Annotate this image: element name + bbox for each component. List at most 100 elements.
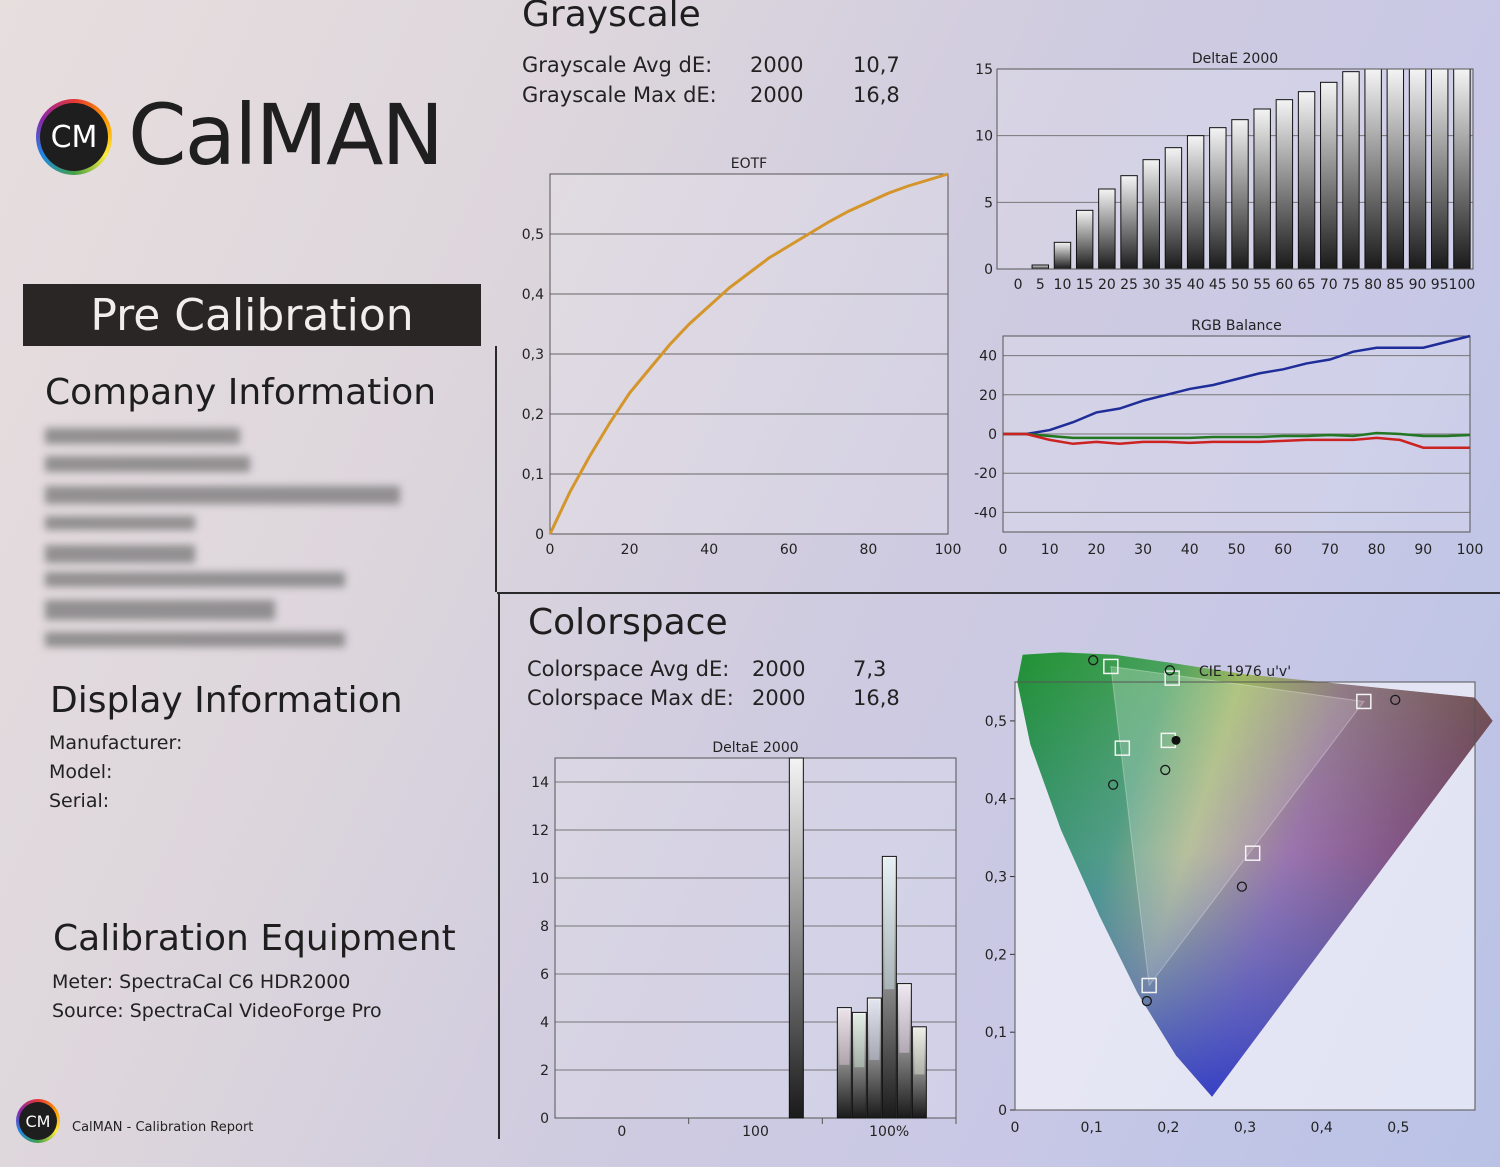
rgb-ytick-label: 40	[979, 349, 997, 365]
gs-de-bar	[1098, 188, 1116, 270]
cie-target-marker	[1114, 740, 1131, 756]
cs-de-bar	[881, 855, 897, 1119]
gs-de-xtick-label: 10	[1054, 277, 1072, 293]
cs-de-ytick-label: 12	[531, 823, 549, 839]
cie-ytick-label: 0,4	[985, 792, 1007, 808]
gs-de-ytick-label: 5	[984, 195, 993, 211]
grayscale-avg-label: Grayscale Avg dE:	[522, 53, 713, 77]
gs-de-xtick-label: 30	[1142, 277, 1160, 293]
cie-ytick-label: 0,1	[985, 1025, 1007, 1041]
eotf-xtick-label: 40	[700, 542, 718, 558]
gs-de-title: DeltaE 2000	[1192, 51, 1278, 67]
grayscale-max-label: Grayscale Max dE:	[522, 83, 717, 107]
rgb-xtick-label: 80	[1368, 542, 1386, 558]
gs-de-xtick-label: 60	[1275, 277, 1293, 293]
gs-de-bar	[1142, 159, 1160, 270]
eotf-ytick-label: 0,1	[522, 467, 544, 483]
cs-de-ytick-label: 2	[540, 1063, 549, 1079]
cs-de-frame	[554, 757, 957, 1119]
gs-de-bar	[1031, 264, 1049, 270]
rgb-xtick-label: 0	[999, 542, 1008, 558]
gs-de-xtick-label: 70	[1320, 277, 1338, 293]
gs-de-xtick-label: 25	[1120, 277, 1138, 293]
gs-de-bar	[1120, 175, 1138, 270]
colorspace-avg-label: Colorspace Avg dE:	[527, 657, 730, 681]
company-heading: Company Information	[45, 372, 437, 413]
serial-label: Serial:	[49, 790, 110, 812]
colorspace-max-standard: 2000	[752, 686, 806, 710]
eotf-curve	[548, 172, 949, 535]
cie-target-marker	[1356, 693, 1372, 710]
gs-de-bar	[1364, 68, 1382, 270]
eotf-xtick-label: 100	[935, 542, 962, 558]
rgb-title: RGB Balance	[1191, 318, 1281, 334]
cie-white-point	[1171, 735, 1181, 745]
gs-de-xtick-label: 40	[1187, 277, 1205, 293]
gs-de-xtick-label: 95	[1431, 277, 1449, 293]
cie-title: CIE 1976 u'v'	[1199, 664, 1291, 680]
cie-xtick-label: 0,5	[1387, 1120, 1409, 1136]
cie-xtick-label: 0,4	[1311, 1120, 1333, 1136]
rgb-line-blue	[1003, 334, 1471, 436]
rgb-line-green	[1003, 431, 1471, 440]
cs-de-title: DeltaE 2000	[712, 740, 798, 756]
rgb-xtick-label: 40	[1181, 542, 1199, 558]
cie-target-gamut	[1110, 665, 1365, 987]
cs-de-group-label: 100%	[869, 1124, 909, 1140]
cs-de-bar-tint	[869, 1000, 880, 1060]
cs-de-bar	[788, 757, 804, 1119]
grayscale-heading: Grayscale	[522, 0, 701, 35]
gs-de-bar	[1275, 99, 1294, 270]
cs-de-bar-tint	[899, 985, 910, 1053]
gs-de-bar	[1209, 127, 1227, 270]
gs-de-bar	[1386, 68, 1405, 270]
cie-measured-marker	[1164, 665, 1176, 676]
cie-ytick-label: 0,2	[985, 947, 1007, 963]
colorspace-avg-standard: 2000	[752, 657, 806, 681]
gs-de-xtick-label: 50	[1231, 277, 1249, 293]
rgb-xtick-label: 20	[1087, 542, 1105, 558]
eotf-ytick-label: 0	[535, 527, 544, 543]
gs-de-bar	[1231, 119, 1249, 270]
gs-de-bar	[1453, 68, 1471, 270]
rgb-ytick-label: 20	[979, 388, 997, 404]
eotf-xtick-label: 80	[859, 542, 877, 558]
cs-de-group-label: 100	[742, 1124, 769, 1140]
cs-de-bar	[896, 983, 912, 1119]
grayscale-max-standard: 2000	[750, 83, 804, 107]
gs-de-bar	[1075, 209, 1094, 270]
rgb-xtick-label: 100	[1457, 542, 1484, 558]
colorspace-avg-value: 7,3	[853, 657, 887, 681]
cs-de-group-label: 0	[617, 1124, 626, 1140]
colorspace-heading: Colorspace	[528, 602, 728, 643]
rgb-ytick-label: -20	[974, 466, 997, 482]
cs-de-bar-tint	[854, 1014, 865, 1068]
gs-de-ytick-label: 10	[975, 129, 993, 145]
cie-xtick-label: 0,2	[1157, 1120, 1179, 1136]
manufacturer-label: Manufacturer:	[49, 732, 183, 754]
rgb-xtick-label: 70	[1321, 542, 1339, 558]
gs-de-bar	[1320, 81, 1338, 270]
rgb-xtick-label: 10	[1041, 542, 1059, 558]
gs-de-xtick-label: 100	[1449, 277, 1476, 293]
equipment-heading: Calibration Equipment	[53, 918, 456, 959]
gs-de-xtick-label: 90	[1409, 277, 1427, 293]
cs-de-ytick-label: 6	[540, 967, 549, 983]
cie-xtick-label: 0,3	[1234, 1120, 1256, 1136]
brand-name: CalMAN	[128, 86, 444, 184]
grayscale-avg-standard: 2000	[750, 53, 804, 77]
cs-de-ytick-label: 4	[540, 1015, 549, 1031]
banner-text: Pre Calibration	[90, 289, 414, 341]
rgb-ytick-label: 0	[988, 427, 997, 443]
cie-measured-marker	[1141, 995, 1153, 1007]
eotf-ytick-label: 0,3	[522, 347, 544, 363]
section-divider	[497, 592, 1500, 594]
eotf-xtick-label: 20	[621, 542, 639, 558]
gs-de-bar	[1253, 108, 1271, 270]
calman-logo-text: CM	[40, 103, 108, 171]
column-divider-top	[495, 346, 497, 592]
cs-de-ytick-label: 14	[531, 775, 549, 791]
eotf-xtick-label: 0	[546, 542, 555, 558]
eotf-xtick-label: 60	[780, 542, 798, 558]
colorspace-max-label: Colorspace Max dE:	[527, 686, 734, 710]
